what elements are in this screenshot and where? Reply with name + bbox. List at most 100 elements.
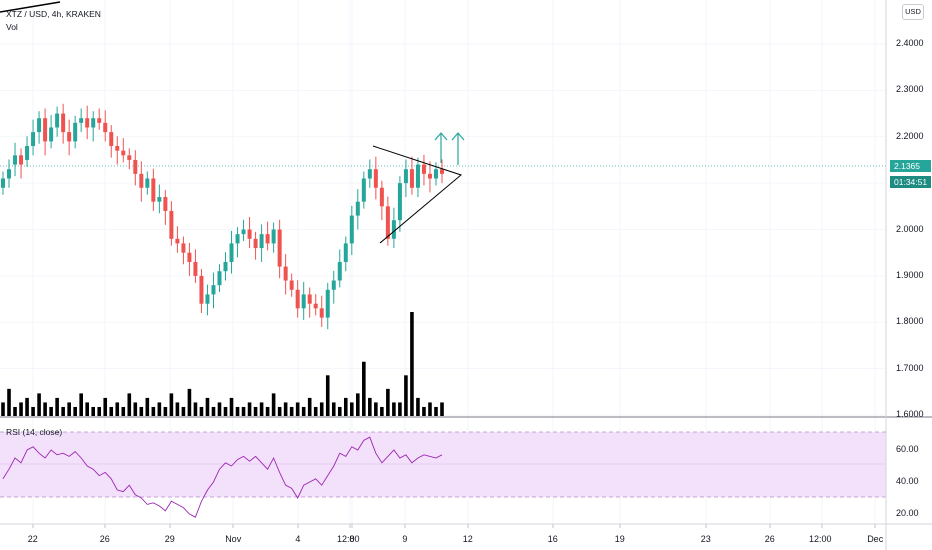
volume-bar <box>187 388 192 416</box>
candle-body <box>91 118 96 128</box>
candle-body <box>133 159 138 174</box>
volume-bar <box>19 402 23 416</box>
candle-body <box>241 229 246 235</box>
volume-bar <box>97 406 102 416</box>
volume-bar <box>235 406 240 416</box>
volume-bar <box>229 397 234 416</box>
candle-body <box>127 155 132 160</box>
candle-body <box>67 132 72 142</box>
volume-bar <box>271 393 276 416</box>
candle-body <box>43 118 48 142</box>
candle-body <box>283 266 288 281</box>
volume-bar <box>55 397 59 416</box>
candle-body <box>373 169 378 188</box>
time-tick-label: 26 <box>99 534 110 544</box>
rsi-line <box>2 436 443 518</box>
volume-bar <box>199 406 204 416</box>
volume-bar <box>217 402 222 416</box>
candle-body <box>379 187 384 207</box>
volume-bar <box>211 406 216 416</box>
candle-body <box>187 252 192 262</box>
candle-body <box>409 169 414 188</box>
candle-body <box>181 243 186 253</box>
candle-body <box>85 118 90 128</box>
time-tick-label: Dec <box>867 534 884 544</box>
rsi-tick-label: 40.00 <box>896 476 919 486</box>
volume-bar <box>374 402 378 416</box>
volume-bar <box>331 402 336 416</box>
currency-button[interactable]: USD <box>902 4 924 20</box>
volume-bar <box>1 402 5 416</box>
volume-bar <box>422 406 426 416</box>
volume-bar <box>169 393 174 416</box>
volume-bar <box>115 402 120 416</box>
volume-bar <box>109 406 114 416</box>
candle-body <box>151 178 156 202</box>
rsi-band <box>0 432 886 497</box>
volume-bar <box>61 406 65 416</box>
price-tick-label: 2.0000 <box>896 223 924 234</box>
top-left-stroke <box>0 1 61 13</box>
volume-bar <box>416 397 420 416</box>
volume-bar <box>410 312 414 416</box>
candle-body <box>61 113 66 133</box>
price-tick-label: 1.9000 <box>896 269 924 280</box>
time-tick-label: 8 <box>349 534 355 544</box>
candle-body <box>223 261 228 272</box>
candle-body <box>79 118 84 123</box>
bar-countdown-tag: 01:34:51 <box>890 176 931 188</box>
volume-bar <box>121 406 126 416</box>
volume-bar <box>31 406 35 416</box>
candle-body <box>145 178 150 188</box>
volume-bar <box>392 402 396 416</box>
candle-body <box>253 238 258 249</box>
volume-bar <box>163 406 168 416</box>
volume-bar <box>325 375 330 416</box>
candle-body <box>433 169 438 179</box>
candle-body <box>367 169 372 179</box>
candle-body <box>259 234 264 249</box>
volume-bar <box>253 406 258 416</box>
candle-body <box>265 234 270 244</box>
candle-body <box>289 280 294 290</box>
candle-body <box>415 164 420 188</box>
candle-body <box>199 275 204 304</box>
candle-body <box>121 150 126 156</box>
candle-body <box>205 294 210 304</box>
volume-bar <box>7 388 11 416</box>
volume-bar <box>241 406 246 416</box>
volume-bar <box>398 402 402 416</box>
volume-bar <box>343 397 348 416</box>
volume-bar <box>277 406 282 416</box>
price-tick-label: 2.2000 <box>896 130 924 141</box>
time-tick-label: 23 <box>700 534 711 544</box>
symbol-legend: XTZ / USD, 4h, KRAKEN <box>6 9 101 19</box>
volume-bar <box>380 406 384 416</box>
volume-bar <box>145 397 150 416</box>
candle-body <box>229 243 234 262</box>
candle-body <box>55 113 60 128</box>
volume-bar <box>434 406 438 416</box>
candle-body <box>343 243 348 262</box>
candle-body <box>7 169 12 179</box>
volume-bar <box>73 406 77 416</box>
candle-body <box>397 183 402 221</box>
time-tick-label: 12:00 <box>337 534 360 544</box>
volume-bar <box>127 393 132 416</box>
candle-body <box>169 210 174 239</box>
time-tick-label: 29 <box>164 534 175 544</box>
candle-body <box>211 285 216 295</box>
candle-body <box>385 206 390 239</box>
candle-body <box>325 289 330 318</box>
volume-bar <box>157 402 162 416</box>
candle-body <box>97 118 102 123</box>
up-arrows <box>434 132 465 165</box>
volume-bar <box>37 393 41 416</box>
candle-body <box>49 127 54 142</box>
time-tick-label: 26 <box>764 534 775 544</box>
current-price-tag: 2.1365 <box>890 160 931 172</box>
volume-bar <box>181 406 186 416</box>
candle-body <box>13 155 18 165</box>
time-tick-label: 19 <box>614 534 625 544</box>
